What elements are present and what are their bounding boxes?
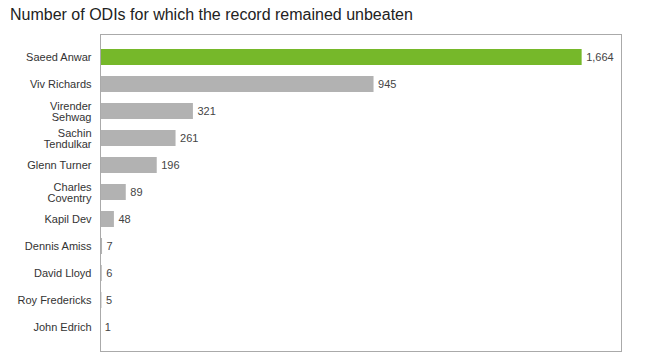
html-text:Number of ODIs for which the r: Number of ODIs for which the record rema…	[10, 6, 413, 23]
svg-text:5: 5	[106, 294, 112, 306]
svg-text:Saeed Anwar: Saeed Anwar	[26, 51, 92, 63]
svg-text:CharlesCoventry: CharlesCoventry	[47, 181, 92, 204]
svg-text:7: 7	[107, 240, 113, 252]
svg-text:Glenn Turner: Glenn Turner	[27, 159, 92, 171]
svg-text:321: 321	[197, 105, 215, 117]
svg-text:89: 89	[130, 186, 142, 198]
svg-text:Roy Fredericks: Roy Fredericks	[18, 294, 92, 306]
svg-text:VirenderSehwag: VirenderSehwag	[50, 100, 92, 123]
svg-text:945: 945	[378, 78, 396, 90]
svg-text:John Edrich: John Edrich	[33, 321, 91, 333]
svg-text:Dennis Amiss: Dennis Amiss	[25, 240, 92, 252]
svg-text:6: 6	[106, 267, 112, 279]
svg-text:48: 48	[118, 213, 130, 225]
svg-text:Kapil Dev: Kapil Dev	[44, 213, 92, 225]
svg-text:Viv Richards: Viv Richards	[30, 78, 92, 90]
svg-text:1,664: 1,664	[586, 51, 614, 63]
svg-text:196: 196	[161, 159, 179, 171]
svg-text:SachinTendulkar: SachinTendulkar	[44, 127, 92, 150]
svg-text:1: 1	[105, 321, 111, 333]
svg-text:David Lloyd: David Lloyd	[34, 267, 91, 279]
svg-text:261: 261	[180, 132, 198, 144]
